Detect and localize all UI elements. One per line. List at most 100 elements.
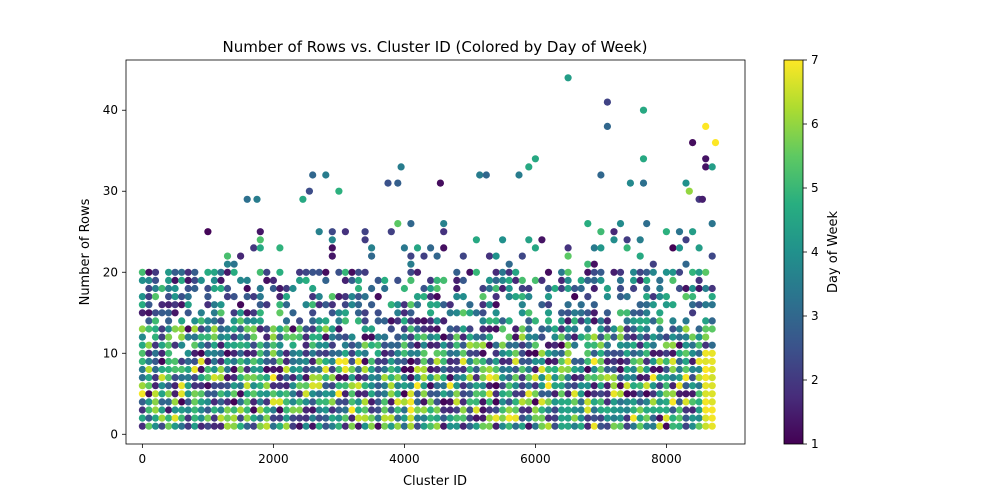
scatter-point [499, 284, 507, 293]
scatter-point [459, 406, 467, 414]
scatter-point [230, 309, 238, 317]
scatter-point [368, 422, 376, 430]
scatter-point [669, 341, 677, 349]
scatter-point [250, 422, 258, 430]
scatter-point [315, 301, 323, 309]
scatter-point [472, 390, 480, 398]
scatter-point [695, 333, 703, 341]
scatter-point [590, 301, 598, 309]
scatter-point [328, 422, 336, 430]
scatter-point [387, 406, 395, 414]
scatter-point [178, 276, 186, 284]
scatter-point [171, 293, 179, 301]
scatter-point [558, 284, 566, 293]
scatter-point [479, 390, 487, 398]
scatter-point [505, 398, 513, 406]
scatter-point [689, 301, 697, 309]
scatter-point [695, 341, 703, 349]
scatter-point [171, 276, 179, 284]
scatter-point [669, 333, 677, 341]
scatter-point [630, 390, 638, 398]
scatter-point [675, 325, 684, 333]
scatter-point [564, 333, 572, 341]
scatter-point [341, 365, 349, 374]
scatter-point [597, 244, 605, 252]
scatter-point [564, 325, 572, 333]
scatter-point [433, 293, 441, 301]
scatter-point [184, 268, 192, 276]
scatter-point [354, 374, 363, 382]
scatter-point [610, 236, 618, 244]
scatter-point [243, 357, 251, 365]
scatter-point [708, 284, 716, 293]
scatter-point [525, 382, 533, 390]
scatter-point [282, 406, 291, 414]
scatter-point [328, 309, 336, 317]
scatter-point [237, 325, 245, 333]
scatter-point [485, 252, 494, 260]
scatter-point [178, 325, 186, 333]
scatter-point [440, 422, 448, 430]
scatter-point [217, 365, 225, 374]
scatter-point [381, 284, 389, 293]
scatter-point [466, 382, 474, 390]
scatter-point [643, 357, 651, 365]
scatter-point [309, 398, 317, 406]
scatter-point [171, 398, 179, 406]
scatter-point [217, 325, 225, 333]
scatter-point [296, 268, 304, 276]
scatter-point [564, 74, 572, 82]
scatter-point [354, 276, 363, 284]
scatter-point [322, 349, 330, 357]
scatter-point [499, 357, 507, 365]
scatter-point [210, 325, 218, 333]
scatter-point [479, 341, 487, 349]
scatter-point [250, 382, 258, 390]
scatter-point [210, 317, 218, 325]
scatter-point [145, 325, 153, 333]
scatter-point [178, 374, 186, 382]
scatter-point [558, 422, 566, 430]
scatter-point [446, 414, 454, 422]
scatter-point [649, 349, 657, 357]
scatter-point [282, 382, 291, 390]
scatter-point [649, 382, 657, 390]
scatter-point [656, 293, 664, 301]
scatter-point [571, 325, 579, 333]
scatter-point [394, 341, 402, 349]
scatter-point [440, 333, 448, 341]
scatter-point [636, 365, 644, 374]
scatter-point [623, 244, 631, 252]
scatter-point [485, 422, 494, 430]
scatter-point [289, 325, 297, 333]
scatter-point [368, 244, 376, 252]
scatter-point [217, 382, 225, 390]
scatter-point [138, 406, 146, 414]
scatter-point [440, 374, 448, 382]
scatter-point [223, 357, 232, 365]
scatter-point [328, 244, 336, 252]
scatter-point [525, 414, 533, 422]
scatter-point [702, 374, 710, 382]
scatter-point [204, 284, 212, 293]
scatter-point [466, 414, 474, 422]
scatter-point [453, 357, 461, 365]
scatter-point [571, 406, 579, 414]
scatter-point [551, 325, 559, 333]
scatter-point [315, 357, 323, 365]
scatter-point [564, 422, 572, 430]
scatter-point [525, 422, 533, 430]
scatter-point [689, 414, 697, 422]
scatter-point [708, 374, 716, 382]
scatter-point [616, 382, 625, 390]
scatter-point [217, 414, 225, 422]
scatter-point [558, 414, 566, 422]
scatter-point [302, 406, 310, 414]
scatter-point [276, 301, 284, 309]
scatter-point [243, 382, 251, 390]
scatter-point [459, 365, 467, 374]
scatter-point [708, 406, 716, 414]
scatter-point [322, 406, 330, 414]
scatter-point [643, 301, 651, 309]
